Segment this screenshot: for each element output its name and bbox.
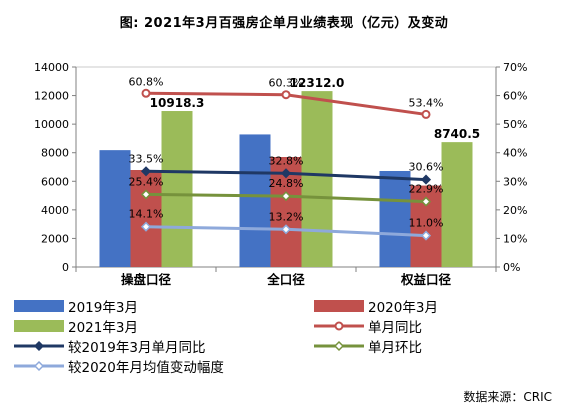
line-value-label: 32.8% (269, 154, 304, 167)
line-value-label: 13.2% (269, 210, 304, 223)
line-value-label: 14.1% (129, 208, 164, 221)
bar (130, 170, 162, 267)
legend-marker (333, 340, 345, 352)
chart-legend: 2019年3月 2020年3月 2021年3月 单月同比较2019年3月单月同比 单月环… (14, 298, 554, 378)
x-tick-label: 操盘口径 (121, 272, 172, 287)
y-tick-label-right: 40% (503, 147, 527, 160)
line-value-label: 60.8% (129, 75, 164, 88)
point-marker (280, 168, 292, 179)
legend-item: 2021年3月 (14, 318, 138, 336)
legend-bar-swatch (314, 300, 364, 312)
legend-label: 较2019年3月单月同比 (68, 340, 206, 356)
point-marker (141, 88, 151, 98)
bar-value-label: 10918.3 (150, 96, 205, 110)
point-marker (140, 221, 152, 232)
y-tick-label-right: 50% (503, 118, 527, 131)
legend-swatch (314, 340, 364, 352)
legend-swatch (14, 300, 64, 312)
legend-item: 单月环比 (314, 338, 422, 356)
legend-swatch (14, 340, 64, 352)
point-marker (140, 166, 152, 177)
legend-swatch (14, 360, 64, 372)
legend-item: 较2019年3月单月同比 (14, 338, 206, 356)
source-note: 数据来源：CRIC (463, 390, 552, 404)
chart-plot: 0 2000 4000 6000 8000 10000 12000 14000 0% 10% 20%… (34, 61, 527, 287)
legend-swatch (14, 320, 64, 332)
legend-marker (33, 360, 45, 372)
legend-marker (33, 340, 45, 352)
bar-value-label: 8740.5 (434, 127, 480, 141)
legend-label: 2019年3月 (68, 300, 138, 316)
line-value-label: 30.6% (409, 161, 444, 174)
y-tick-label-left: 14000 (34, 61, 69, 74)
legend-swatch (314, 300, 364, 312)
legend-swatch (314, 321, 364, 331)
bar-value-label: 12312.0 (290, 76, 345, 90)
line-value-label: 22.9% (409, 183, 444, 196)
legend-item: 2019年3月 (14, 298, 138, 316)
line-value-label: 25.4% (129, 175, 164, 188)
y-tick-label-left: 2000 (41, 232, 69, 245)
legend-label: 2020年3月 (368, 300, 438, 316)
y-tick-label-left: 6000 (41, 175, 69, 188)
point-marker (420, 196, 432, 207)
legend-label: 较2020年月均值变动幅度 (68, 360, 224, 376)
y-tick-label-right: 60% (503, 90, 527, 103)
line-value-label: 60.3% (269, 77, 304, 90)
point-marker (280, 224, 292, 235)
legend-item: 2020年3月 (314, 298, 438, 316)
y-tick-label-left: 0 (62, 261, 69, 274)
legend-bar-swatch (14, 320, 64, 332)
y-tick-label-right: 20% (503, 204, 527, 217)
line-value-label: 33.5% (129, 152, 164, 165)
point-marker (140, 189, 152, 200)
point-marker (420, 230, 432, 241)
bar (441, 142, 473, 267)
bar (161, 111, 193, 267)
legend-label: 单月同比 (368, 320, 422, 336)
legend-marker (334, 321, 344, 331)
legend-item: 较2020年月均值变动幅度 (14, 358, 224, 376)
line-value-label: 53.4% (409, 96, 444, 109)
bar (99, 150, 131, 267)
legend-label: 单月环比 (368, 340, 422, 356)
y-tick-label-left: 4000 (41, 204, 69, 217)
point-marker (420, 174, 432, 185)
y-tick-label-left: 8000 (41, 147, 69, 160)
y-tick-label-left: 10000 (34, 118, 69, 131)
line-value-label: 11.0% (409, 217, 444, 230)
y-tick-label-right: 10% (503, 232, 527, 245)
point-marker (280, 191, 292, 202)
y-tick-label-right: 70% (503, 61, 527, 74)
legend-item: 单月同比 (314, 318, 422, 336)
point-marker (281, 90, 291, 100)
y-tick-label-right: 0% (503, 261, 520, 274)
y-tick-label-right: 30% (503, 175, 527, 188)
bar (301, 91, 333, 267)
legend-bar-swatch (14, 300, 64, 312)
bar (239, 134, 271, 267)
x-tick-label: 权益口径 (400, 272, 452, 287)
legend-label: 2021年3月 (68, 320, 138, 336)
point-marker (421, 109, 431, 119)
chart-title: 图: 2021年3月百强房企单月业绩表现（亿元）及变动 (119, 16, 449, 31)
line-value-label: 24.8% (269, 177, 304, 190)
y-tick-label-left: 12000 (34, 90, 69, 103)
bar (379, 171, 411, 267)
x-tick-label: 全口径 (266, 272, 305, 287)
